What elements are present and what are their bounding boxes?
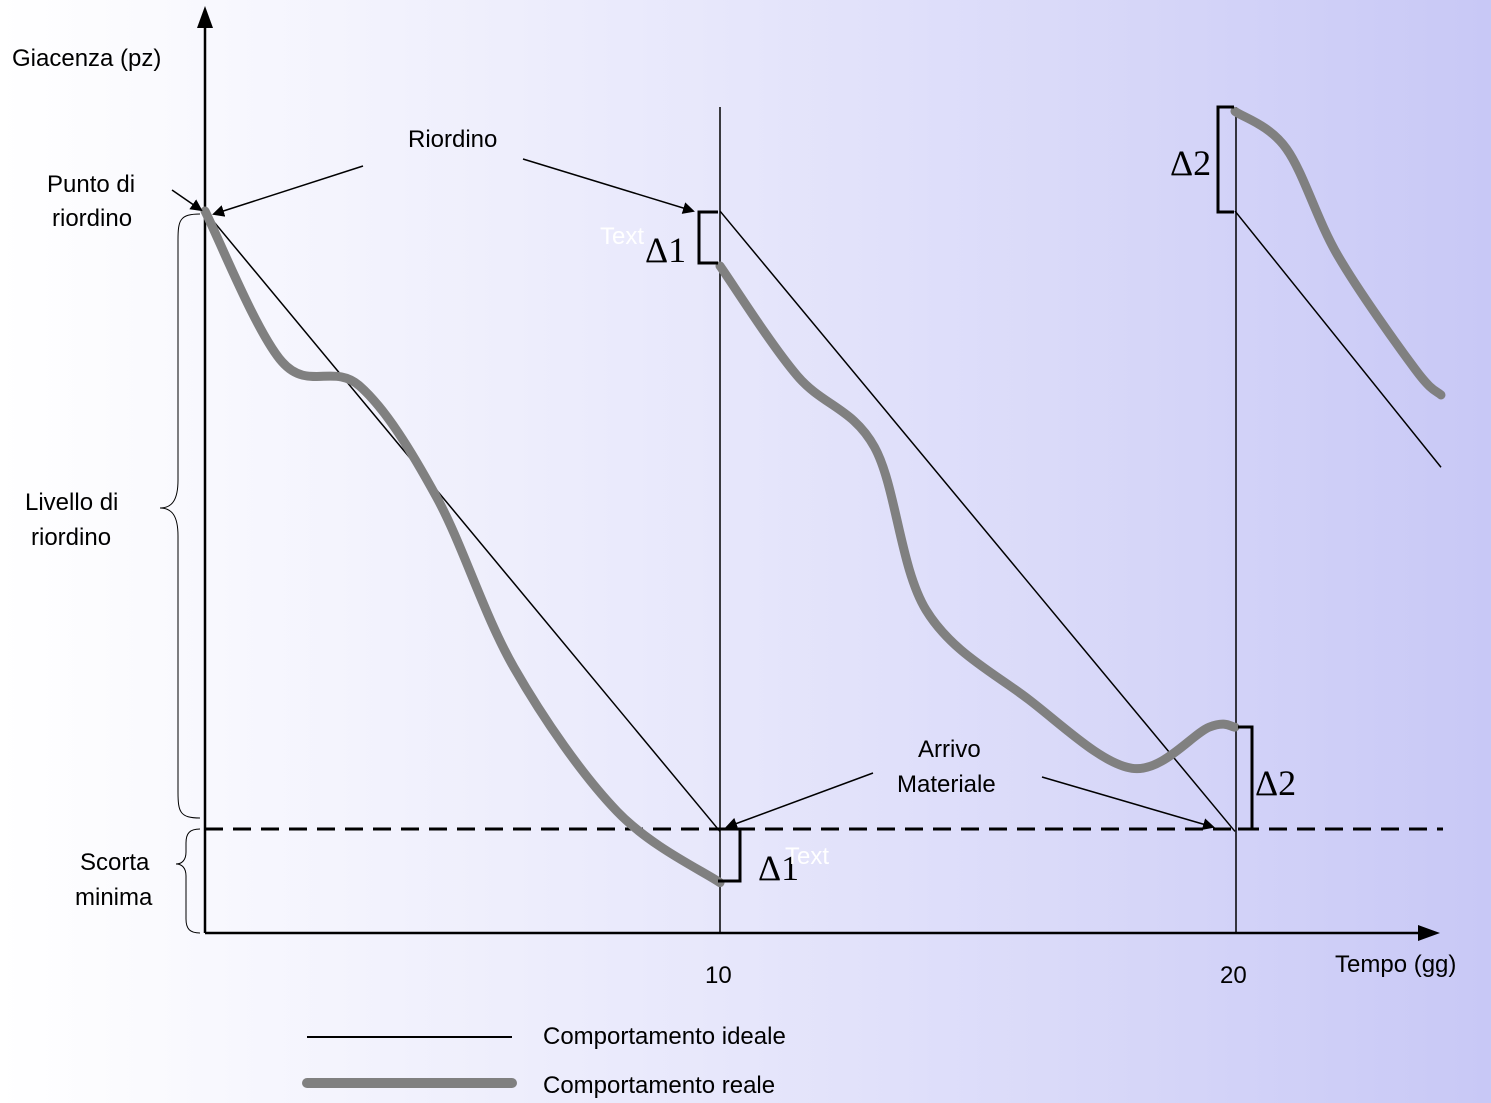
punto-riordino-arrow xyxy=(171,189,203,212)
real-segment-1 xyxy=(200,206,725,888)
real-segment-2 xyxy=(715,261,1240,773)
delta1-top-bracket xyxy=(697,210,718,265)
punto-riordino-label-line2: riordino xyxy=(52,205,132,232)
riordino-arrow-right xyxy=(522,158,695,214)
riordino-label: Riordino xyxy=(408,126,497,153)
series-real xyxy=(200,106,1446,888)
legend-ideal-label: Comportamento ideale xyxy=(543,1023,786,1050)
livello-riordino-label-line1: Livello di xyxy=(25,489,118,516)
arrivo-arrow-right xyxy=(1041,776,1215,830)
delta1-bottom-bracket xyxy=(718,827,742,883)
punto-riordino-label-line1: Punto di xyxy=(47,171,135,198)
delta2-bottom-label: Δ2 xyxy=(1255,763,1296,803)
legend-real-label: Comportamento reale xyxy=(543,1072,775,1099)
placeholder-text-bottom: Text xyxy=(785,843,829,870)
delta1-top-label: Δ1 xyxy=(645,230,686,270)
delta2-bottom-bracket xyxy=(1238,725,1254,831)
arrivo-materiale-label-line1: Arrivo xyxy=(918,736,981,763)
y-axis-arrowhead xyxy=(197,6,213,28)
delta1-bottom-label: Δ1 xyxy=(758,848,799,888)
livello-riordino-label-line2: riordino xyxy=(31,524,111,551)
scorta-minima-label-line2: minima xyxy=(75,884,153,911)
x-axis-label: Tempo (gg) xyxy=(1335,951,1456,978)
ideal-segment-3 xyxy=(1234,210,1442,468)
scorta-minima-label-line1: Scorta xyxy=(80,849,150,876)
x-tick-label-20: 20 xyxy=(1220,962,1247,989)
arrivo-materiale-label-line2: Materiale xyxy=(897,771,996,798)
x-tick-label-10: 10 xyxy=(705,962,732,989)
scorta-minima-brace xyxy=(175,828,201,934)
ideal-segment-2 xyxy=(719,210,1236,832)
delta2-top-bracket xyxy=(1216,105,1234,214)
series-ideal xyxy=(204,210,1442,832)
ideal-segment-1 xyxy=(204,210,721,832)
delta2-top-label: Δ2 xyxy=(1170,143,1211,183)
placeholder-text-top: Text xyxy=(600,223,644,250)
real-segment-3 xyxy=(1230,106,1446,400)
y-axis-label: Giacenza (pz) xyxy=(12,45,161,72)
arrivo-arrow-left xyxy=(725,772,874,830)
riordino-arrow-left xyxy=(212,165,364,217)
x-axis-arrowhead xyxy=(1418,925,1440,941)
livello-riordino-brace xyxy=(159,213,201,819)
